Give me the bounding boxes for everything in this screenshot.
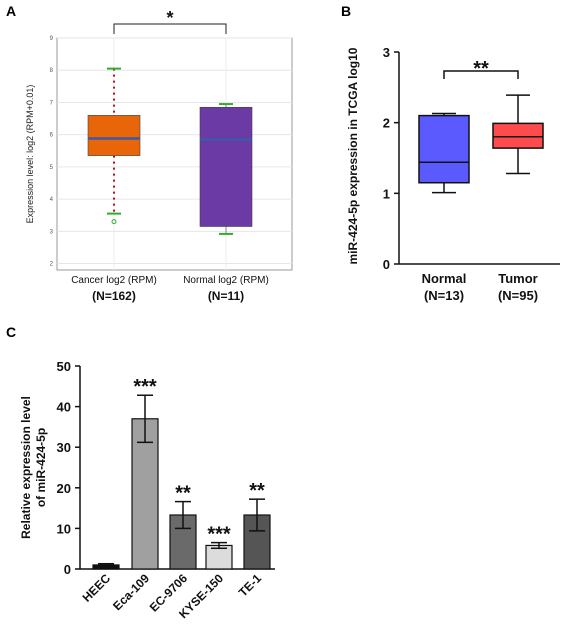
- panel-c-chart: 0 10 20 30 40 50 Relative expression levelof m…: [19, 359, 275, 621]
- y-axis-label-c: Relative expression levelof miR-424-5p: [19, 396, 48, 539]
- tick-label-y-b: 2: [383, 116, 390, 131]
- significance-label-c: ***: [133, 376, 157, 398]
- significance-label-c: **: [175, 483, 191, 505]
- category-label-a: Normal log2 (RPM): [183, 275, 269, 286]
- tick-label-y-a: 6: [50, 133, 54, 139]
- tick-label-y-b: 3: [383, 45, 390, 60]
- category-label-c: Eca-109: [110, 571, 152, 613]
- significance-bracket-b: [443, 70, 519, 79]
- significance-label-b: **: [473, 58, 489, 80]
- bar-c: [131, 418, 159, 570]
- panel-b-chart: 0 1 2 3 miR-424-5p expression in TCGA log10 N…: [346, 45, 560, 303]
- panel-label-c: C: [6, 324, 16, 340]
- y-axis-label-c-line1: Relative expression level: [19, 396, 33, 539]
- panel-label-a: A: [6, 3, 16, 19]
- y-axis-label-b: miR-424-5p expression in TCGA log10: [346, 47, 360, 264]
- significance-label-c: ***: [207, 524, 231, 546]
- y-axis-label-a: Expression level: log2 (RPM+0.01): [25, 85, 35, 224]
- box-a: [199, 106, 253, 227]
- tick-label-y-c: 20: [57, 481, 71, 496]
- box-b: [492, 122, 544, 149]
- outlier-point-a: [111, 219, 117, 225]
- tick-label-y-c: 30: [57, 440, 71, 455]
- tick-label-y-a: 2: [50, 262, 54, 268]
- category-label-c: HEEC: [80, 571, 114, 605]
- panel-label-b: B: [341, 3, 351, 19]
- tick-label-y-c: 0: [64, 562, 71, 577]
- significance-bracket-a: [113, 23, 227, 34]
- y-axis-label-c-line2: of miR-424-5p: [34, 428, 48, 507]
- tick-label-y-c: 50: [57, 359, 71, 374]
- panel-a-chart: 2 3 4 5 6 7 8 9 Expression level: log2 (RPM+0.01…: [25, 8, 293, 303]
- tick-label-y-b: 1: [383, 186, 390, 201]
- n-label-b: (N=95): [498, 288, 538, 303]
- tick-label-y-c: 10: [57, 521, 71, 536]
- box-a: [87, 115, 141, 156]
- significance-label-c: **: [249, 480, 265, 502]
- tick-label-y-a: 5: [50, 165, 54, 171]
- n-label-a: (N=11): [208, 289, 244, 303]
- category-label-b: Normal: [422, 271, 467, 286]
- category-label-a: Cancer log2 (RPM): [71, 275, 157, 286]
- n-label-b: (N=13): [424, 288, 464, 303]
- tick-label-y-a: 3: [50, 229, 54, 235]
- box-b: [418, 114, 470, 184]
- tick-label-y-c: 40: [57, 400, 71, 415]
- n-label-a: (N=162): [92, 289, 136, 303]
- tick-label-y-a: 8: [50, 68, 54, 74]
- tick-label-y-a: 9: [50, 36, 54, 42]
- category-label-c: TE-1: [236, 571, 265, 600]
- tick-label-y-b: 0: [383, 257, 390, 272]
- category-label-b: Tumor: [498, 271, 537, 286]
- significance-label-a: *: [166, 8, 173, 28]
- tick-label-y-a: 4: [50, 197, 54, 203]
- tick-label-y-a: 7: [50, 100, 54, 106]
